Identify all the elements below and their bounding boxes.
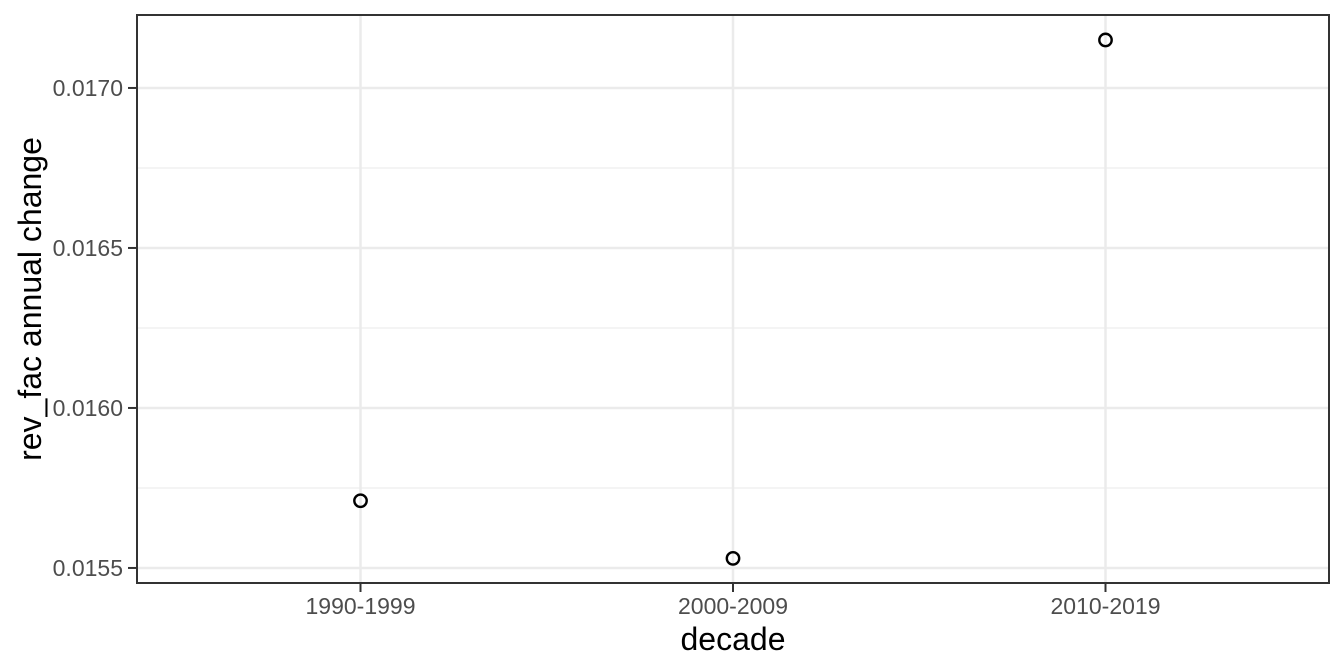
x-axis-tick-label: 2000-2009 — [678, 593, 788, 619]
axis-ticks — [128, 86, 1107, 592]
y-axis-title: rev_fac annual change — [12, 137, 48, 461]
gridlines-major — [137, 15, 1329, 583]
y-axis-tick-label: 0.0165 — [53, 235, 123, 261]
x-axis-title: decade — [681, 621, 786, 657]
data-points — [353, 32, 1113, 566]
y-axis-tick-label: 0.0170 — [53, 75, 123, 101]
x-axis-tick-label: 2010-2019 — [1051, 593, 1161, 619]
scatter-point — [353, 493, 368, 509]
x-axis-tick-label: 1990-1999 — [306, 593, 416, 619]
scatter-point — [1098, 32, 1113, 48]
y-axis-tick-label: 0.0160 — [53, 395, 123, 421]
y-axis-tick-label: 0.0155 — [53, 555, 123, 581]
axis-tick-labels: 0.0155 0.0160 0.0165 0.0170 1990-1999 2000-20… — [53, 75, 1161, 619]
plot-panel-border — [136, 14, 1330, 584]
scatter-point — [725, 550, 741, 566]
